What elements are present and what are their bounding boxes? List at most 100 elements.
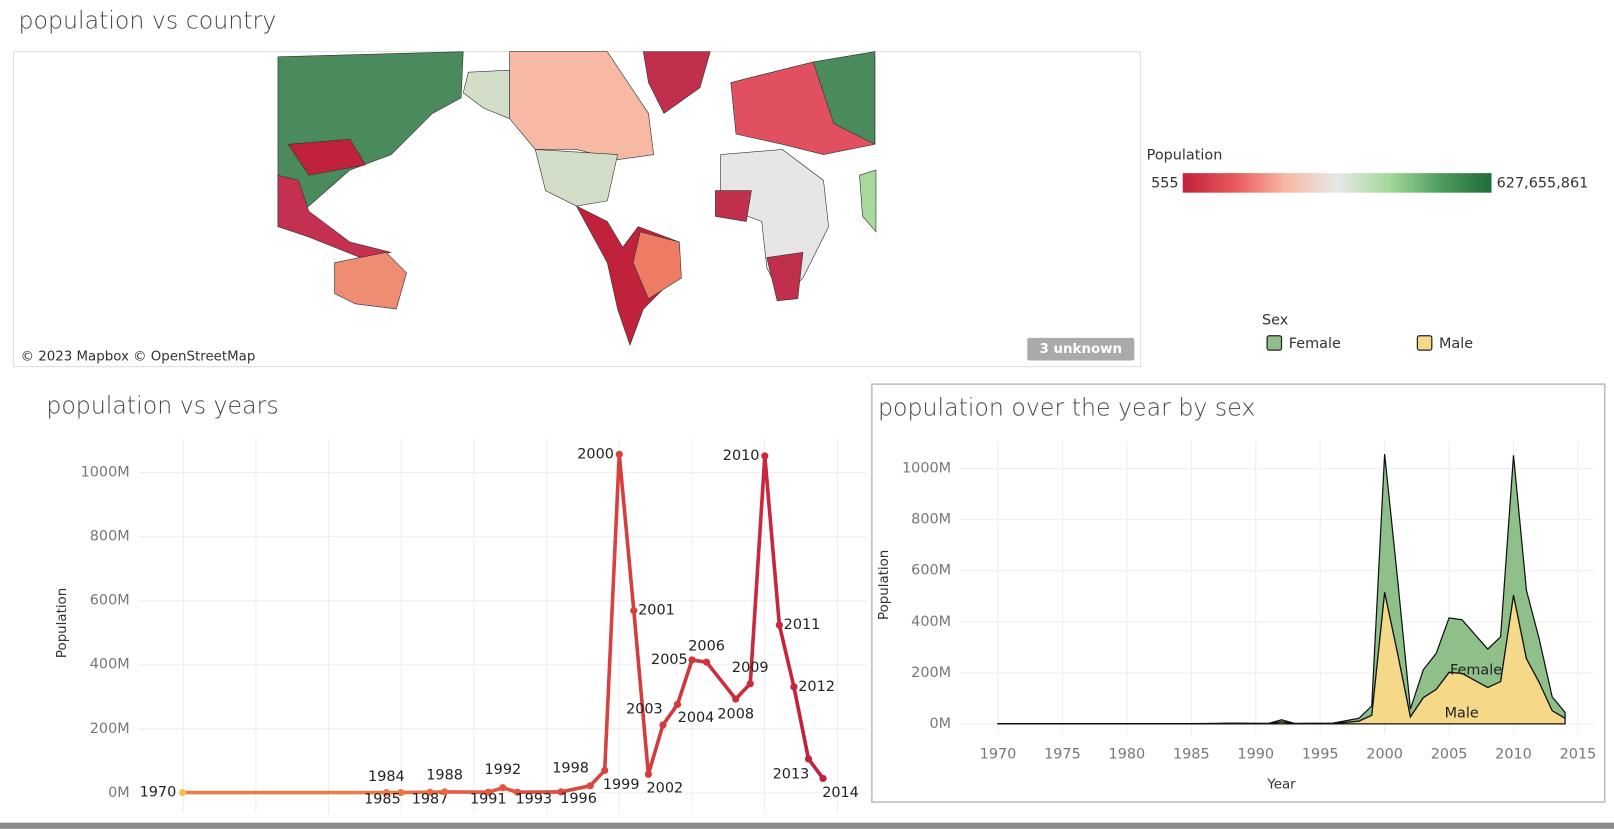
data-label: 2002 <box>647 781 684 797</box>
y-tick-label: 400M <box>911 614 951 630</box>
data-point <box>513 788 521 796</box>
data-label: 1970 <box>140 785 177 801</box>
attribution: © 2023 Mapbox © OpenStreetMap <box>21 349 256 364</box>
area-title: population over the year by sex <box>878 393 1255 421</box>
y-tick-label: 0M <box>108 785 130 801</box>
data-point <box>644 770 652 778</box>
data-point <box>441 788 449 796</box>
line-segment <box>646 723 665 777</box>
line-segment <box>632 608 651 777</box>
line-segment <box>806 757 825 781</box>
x-tick-label: 1975 <box>1044 747 1081 763</box>
data-point <box>499 784 507 792</box>
data-label: 1988 <box>426 767 463 783</box>
data-label: 1992 <box>484 762 521 778</box>
line-segment <box>704 660 738 701</box>
x-tick-label: 2000 <box>1366 747 1403 763</box>
x-tick-label: 1985 <box>1173 747 1210 763</box>
line-title: population vs years <box>46 391 278 419</box>
data-point <box>397 788 405 797</box>
data-point <box>775 621 783 629</box>
data-point <box>601 766 609 775</box>
x-tick-label: 1990 <box>1237 747 1274 763</box>
data-point <box>688 656 696 664</box>
line-segment <box>777 623 796 689</box>
y-tick-label: 0M <box>929 716 951 732</box>
y-tick-label: 600M <box>911 563 951 579</box>
area-frame <box>871 383 1606 803</box>
unknown-badge[interactable] <box>1027 337 1135 361</box>
data-label: 1999 <box>603 777 640 793</box>
data-point <box>484 788 492 796</box>
legend-title: Sex <box>1262 312 1289 328</box>
y-tick-label: 1000M <box>902 461 951 477</box>
area-label: Female <box>1450 662 1502 678</box>
y-tick-label: 200M <box>911 665 951 681</box>
data-point <box>732 695 740 703</box>
data-point <box>702 658 711 666</box>
x-tick-label: 1980 <box>1109 747 1146 763</box>
line-segment <box>763 454 782 627</box>
y-axis-label: Population <box>877 550 892 620</box>
data-point <box>586 782 594 790</box>
line-segment <box>559 784 592 794</box>
line-segment <box>661 702 680 727</box>
x-tick-label: 1995 <box>1302 747 1339 763</box>
map-title: population vs country <box>19 6 277 34</box>
x-tick-label: 2005 <box>1431 747 1468 763</box>
data-label: 2012 <box>798 679 835 695</box>
data-label: 1998 <box>552 760 589 776</box>
legend-swatch <box>1266 335 1283 351</box>
data-label: 2014 <box>822 785 859 801</box>
data-point <box>382 788 390 797</box>
data-label: 2001 <box>638 603 675 619</box>
map <box>277 51 877 346</box>
legend-max: 627,655,861 <box>1497 175 1589 191</box>
data-point <box>761 452 769 460</box>
data-point <box>804 755 813 763</box>
data-label: 2010 <box>723 448 760 464</box>
data-point <box>557 788 565 796</box>
x-tick-label: 2010 <box>1495 747 1532 763</box>
data-point <box>790 683 798 691</box>
data-point <box>819 774 827 783</box>
data-label: 2004 <box>678 710 715 726</box>
y-tick-label: 400M <box>90 657 130 673</box>
data-label: 2013 <box>773 766 810 782</box>
data-label: 1996 <box>560 791 597 807</box>
data-label: 2005 <box>651 652 688 668</box>
data-label: 2011 <box>784 617 821 633</box>
y-tick-label: 200M <box>90 721 130 737</box>
legend-min: 555 <box>1151 175 1179 191</box>
line-segment <box>748 454 767 686</box>
line-segment <box>617 452 636 613</box>
legend-label: Female <box>1289 336 1341 352</box>
data-label: 2006 <box>688 639 725 655</box>
x-tick-label: 1970 <box>980 747 1017 763</box>
y-tick-label: 1000M <box>81 465 130 481</box>
data-point <box>179 788 187 797</box>
unknown-note: 3 unknown <box>1040 342 1123 357</box>
data-point <box>746 680 754 688</box>
y-tick-label: 800M <box>911 512 951 528</box>
x-axis-label: Year <box>1266 778 1296 793</box>
data-label: 1991 <box>470 791 507 807</box>
y-tick-label: 600M <box>90 593 130 609</box>
line-segment <box>675 658 694 707</box>
data-point <box>673 700 682 709</box>
data-point <box>630 607 638 615</box>
data-label: 1987 <box>412 791 449 807</box>
data-label: 2009 <box>732 660 769 676</box>
y-tick-label: 800M <box>90 529 130 545</box>
scrollbar <box>0 822 1614 829</box>
color-legend <box>1182 173 1492 193</box>
data-point <box>615 450 623 458</box>
legend-swatch <box>1416 335 1433 351</box>
area <box>997 453 1566 725</box>
area-label: Male <box>1445 706 1479 722</box>
data-label: 1993 <box>516 791 553 807</box>
y-axis-label: Population <box>55 588 70 658</box>
data-label: 2000 <box>577 446 614 462</box>
data-label: 1984 <box>368 769 405 785</box>
